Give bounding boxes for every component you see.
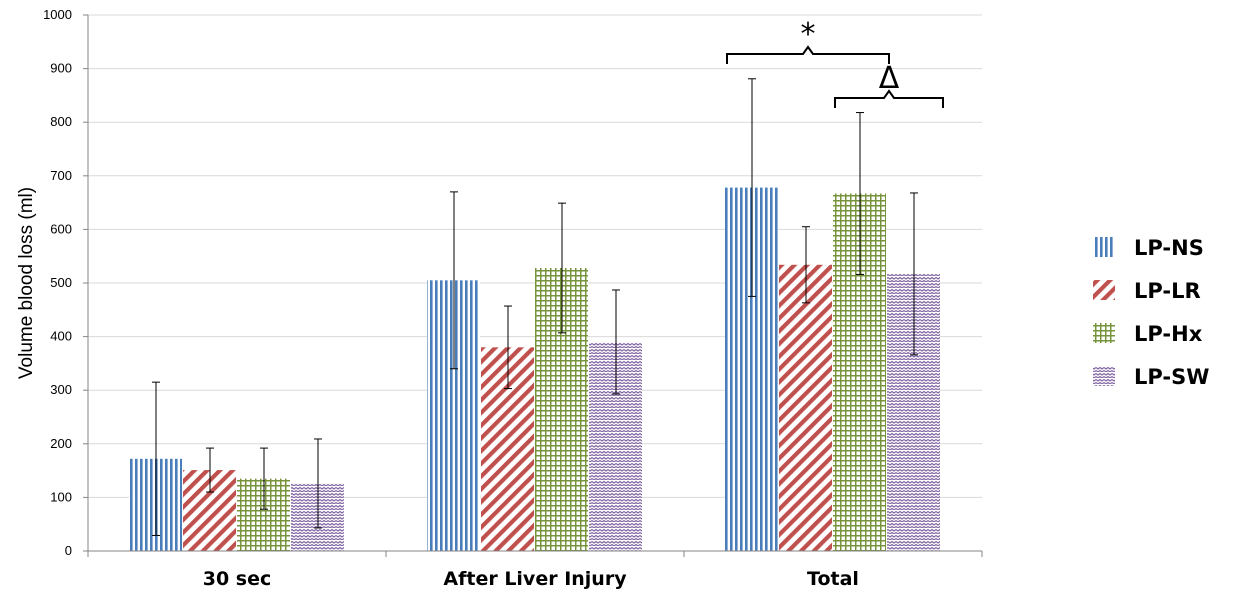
legend: LP-NS LP-LR LP-Hx LP-SW (1093, 236, 1209, 389)
y-tick-label: 800 (50, 114, 72, 129)
legend-swatch (1093, 280, 1115, 300)
y-tick-label: 500 (50, 275, 72, 290)
legend-label: LP-SW (1134, 365, 1209, 389)
x-axis-categories: 30 sec After Liver Injury Total (203, 568, 859, 590)
legend-label: LP-LR (1134, 279, 1201, 303)
y-tick-label: 1000 (43, 7, 72, 22)
legend-swatch (1093, 237, 1115, 257)
significance-bracket (726, 45, 890, 64)
legend-swatch (1093, 323, 1115, 343)
y-axis-title: Volume blood loss (ml) (16, 187, 37, 379)
category-label: 30 sec (203, 568, 272, 590)
y-tick-label: 900 (50, 61, 72, 76)
significance-marker: Δ (879, 61, 900, 96)
category-label: Total (807, 568, 859, 590)
significance-bracket (834, 89, 944, 108)
bar (779, 264, 832, 551)
significance-annotations: *Δ (726, 17, 944, 108)
y-tick-label: 200 (50, 436, 72, 451)
y-tick-label: 100 (50, 489, 72, 504)
legend-label: LP-Hx (1134, 322, 1203, 346)
significance-marker: * (801, 17, 816, 52)
y-tick-label: 400 (50, 329, 72, 344)
category-label: After Liver Injury (443, 568, 627, 590)
y-axis-ticks: 0 100 200 300 400 500 600 700 800 900 1000 (43, 7, 88, 558)
y-tick-label: 700 (50, 168, 72, 183)
axes (87, 15, 983, 557)
y-tick-label: 600 (50, 221, 72, 236)
bars (129, 187, 940, 552)
legend-swatch (1093, 366, 1115, 386)
legend-label: LP-NS (1134, 236, 1204, 260)
y-tick-label: 300 (50, 382, 72, 397)
error-bars (152, 78, 918, 536)
y-tick-label: 0 (65, 543, 72, 558)
